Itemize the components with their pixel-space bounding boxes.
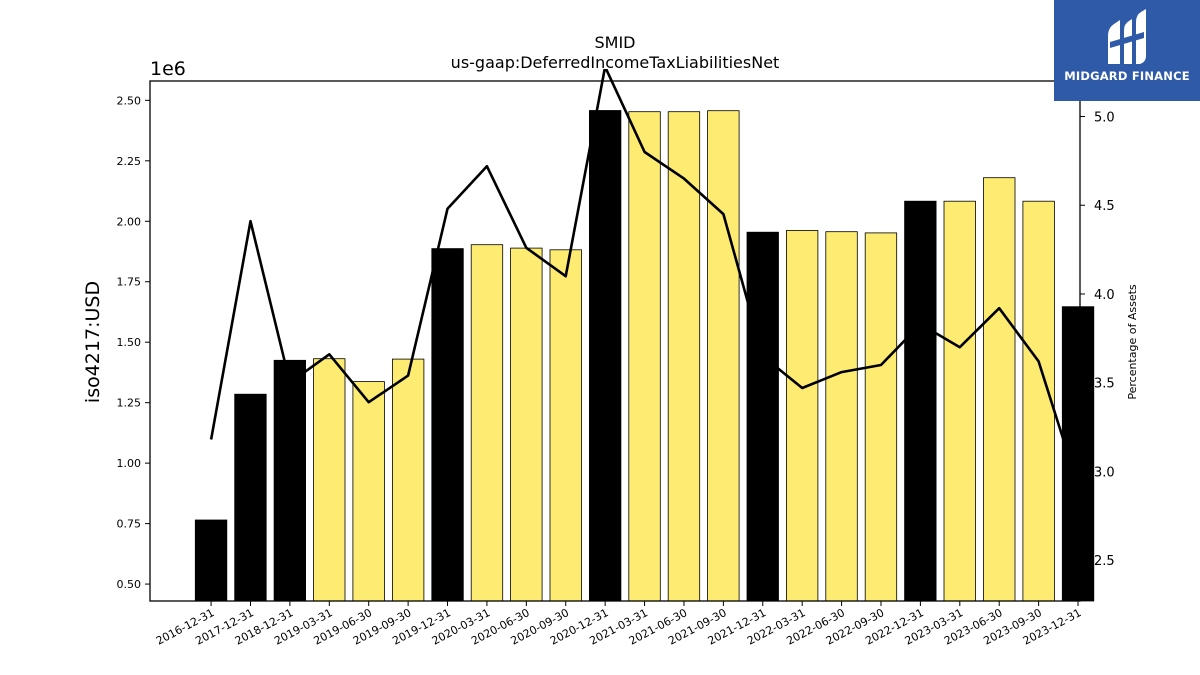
series-line [209, 69, 1080, 486]
y-tick-label: 1.25 [117, 397, 142, 410]
plot-frame [149, 80, 1081, 602]
bar [864, 232, 898, 602]
y-tick-label: 0.75 [117, 518, 142, 531]
y-offset-label: 1e6 [150, 58, 186, 80]
bar [431, 248, 464, 602]
bar [1022, 200, 1055, 602]
bar [746, 231, 779, 602]
y2-tick-label: 2.5 [1094, 554, 1115, 569]
y-tick-label: 2.00 [117, 215, 142, 228]
midgard-logo-icon [1108, 9, 1146, 64]
bar [786, 230, 819, 602]
bar [707, 110, 740, 602]
line-layer [209, 69, 1080, 486]
chart-title: SMID [595, 33, 636, 52]
bar [549, 249, 582, 602]
y-axis-label: iso4217:USD [82, 281, 104, 403]
bar [391, 358, 425, 602]
y2-tick-label: 4.5 [1094, 199, 1115, 214]
y-tick-label: 2.25 [117, 155, 142, 168]
bar [352, 381, 385, 602]
chart-subtitle: us-gaap:DeferredIncomeTaxLiabilitiesNet [451, 53, 780, 72]
brand-logo-text: MIDGARD FINANCE [1064, 69, 1190, 83]
y2-tick-label: 3.5 [1094, 377, 1115, 392]
y-tick-label: 2.50 [117, 94, 142, 107]
bar [273, 359, 307, 602]
y-tick-label: 0.50 [117, 578, 142, 591]
bar [825, 231, 858, 602]
bar [667, 111, 701, 602]
bar [589, 110, 622, 602]
y-tick-label: 1.75 [117, 276, 142, 289]
y2-axis-label: Percentage of Assets [1126, 284, 1139, 400]
y-tick-label: 1.00 [117, 457, 142, 470]
bar [470, 244, 504, 602]
bar [234, 393, 267, 602]
y2-tick-label: 5.0 [1094, 110, 1115, 125]
bar [628, 111, 661, 602]
y-tick-label: 1.50 [117, 336, 142, 349]
bar [510, 247, 543, 602]
bar [194, 519, 228, 602]
y2-tick-label: 3.0 [1094, 465, 1115, 480]
bar [313, 358, 346, 602]
y2-tick-label: 4.0 [1094, 288, 1115, 303]
bar [904, 200, 937, 602]
brand-logo: MIDGARD FINANCE [1054, 0, 1200, 101]
bar [943, 200, 976, 602]
bar [983, 177, 1016, 602]
bars-layer [194, 110, 1095, 602]
